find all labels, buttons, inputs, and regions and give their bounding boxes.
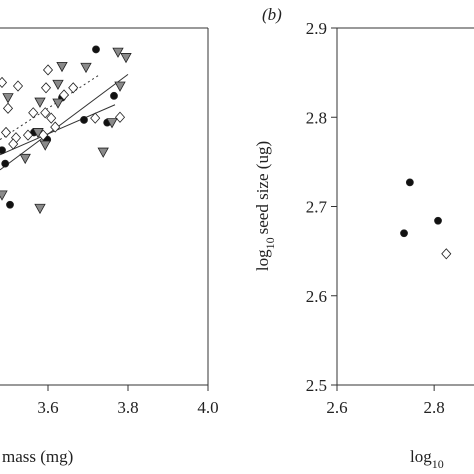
x-axis-label: mass (mg) bbox=[2, 447, 73, 466]
point bbox=[34, 203, 46, 215]
point bbox=[40, 107, 51, 119]
y-tick-label: 2.5 bbox=[306, 376, 327, 395]
point bbox=[40, 82, 52, 94]
x-tick-label: 4.0 bbox=[197, 398, 218, 417]
point bbox=[39, 140, 51, 151]
point bbox=[46, 112, 57, 124]
point bbox=[42, 64, 54, 76]
point bbox=[90, 112, 101, 124]
point bbox=[400, 229, 408, 238]
y-tick-label: 2.6 bbox=[306, 287, 327, 306]
point bbox=[2, 93, 14, 104]
point bbox=[34, 97, 46, 108]
point bbox=[0, 190, 8, 201]
point bbox=[441, 248, 452, 260]
panel-label: (b) bbox=[262, 5, 282, 24]
point bbox=[56, 61, 68, 73]
point bbox=[12, 80, 24, 92]
point bbox=[22, 129, 34, 141]
x-tick-label: 2.8 bbox=[424, 398, 445, 417]
label-part: log bbox=[253, 249, 272, 271]
point bbox=[58, 89, 70, 101]
point bbox=[97, 147, 109, 158]
point bbox=[0, 126, 12, 139]
point bbox=[112, 47, 124, 58]
label-part: seed size (ug) bbox=[253, 141, 272, 234]
point bbox=[0, 146, 6, 155]
point bbox=[0, 76, 8, 89]
x-tick-label: 3.8 bbox=[117, 398, 138, 417]
point bbox=[68, 82, 79, 94]
point bbox=[106, 118, 118, 129]
point bbox=[6, 200, 14, 209]
y-tick-label: 2.8 bbox=[306, 108, 327, 127]
point bbox=[110, 91, 118, 100]
x-tick-label: 3.6 bbox=[37, 398, 58, 417]
x-axis-label: log10 bbox=[410, 447, 444, 471]
point bbox=[92, 45, 100, 54]
point bbox=[1, 159, 10, 168]
point bbox=[114, 81, 126, 92]
point bbox=[114, 111, 126, 123]
point bbox=[32, 128, 44, 139]
x-tick-label: 2.6 bbox=[326, 398, 347, 417]
label-subscript: 10 bbox=[263, 237, 277, 249]
y-tick-label: 2.9 bbox=[306, 19, 327, 38]
point bbox=[120, 53, 132, 64]
y-tick-label: 2.7 bbox=[306, 198, 328, 217]
point bbox=[2, 102, 14, 114]
label-subscript: 10 bbox=[432, 457, 444, 471]
point bbox=[52, 98, 64, 109]
point bbox=[8, 138, 19, 150]
point bbox=[405, 178, 414, 187]
label-part: log bbox=[410, 447, 432, 466]
point bbox=[28, 107, 39, 119]
point bbox=[80, 62, 92, 74]
point bbox=[434, 216, 442, 225]
point bbox=[19, 153, 31, 165]
point bbox=[52, 79, 64, 91]
point bbox=[50, 121, 61, 133]
point bbox=[80, 116, 88, 124]
y-axis-label: log10 seed size (ug) bbox=[253, 141, 277, 271]
